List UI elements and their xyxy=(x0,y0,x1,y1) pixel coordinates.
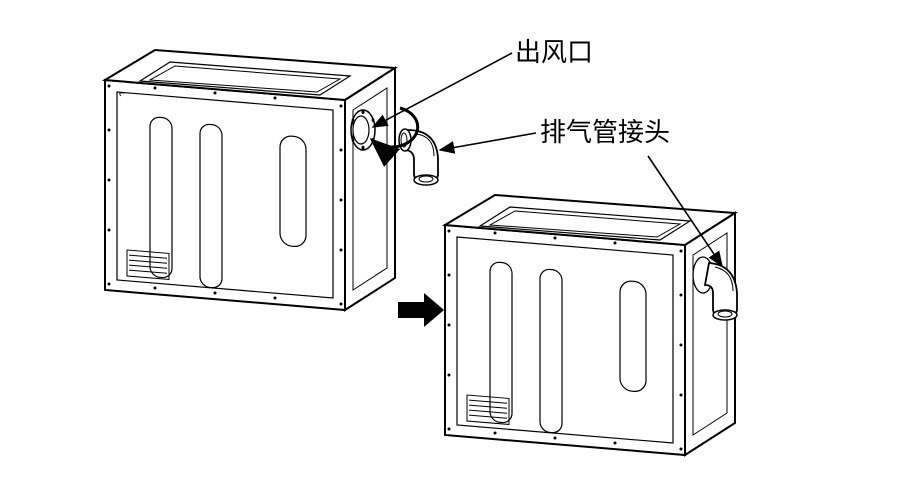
leader-exhaust-joint-1 xyxy=(440,133,536,150)
label-air-outlet: 出风口 xyxy=(515,32,593,69)
exhaust-elbow-detached xyxy=(399,129,438,185)
sequence-arrow xyxy=(398,293,444,327)
unit-after xyxy=(445,195,737,455)
diagram-root: 出风口 排气管接头 xyxy=(0,0,900,500)
label-exhaust-joint: 排气管接头 xyxy=(540,112,670,149)
unit-before xyxy=(105,50,395,310)
diagram-svg xyxy=(0,0,900,500)
air-outlet-port xyxy=(351,110,375,150)
